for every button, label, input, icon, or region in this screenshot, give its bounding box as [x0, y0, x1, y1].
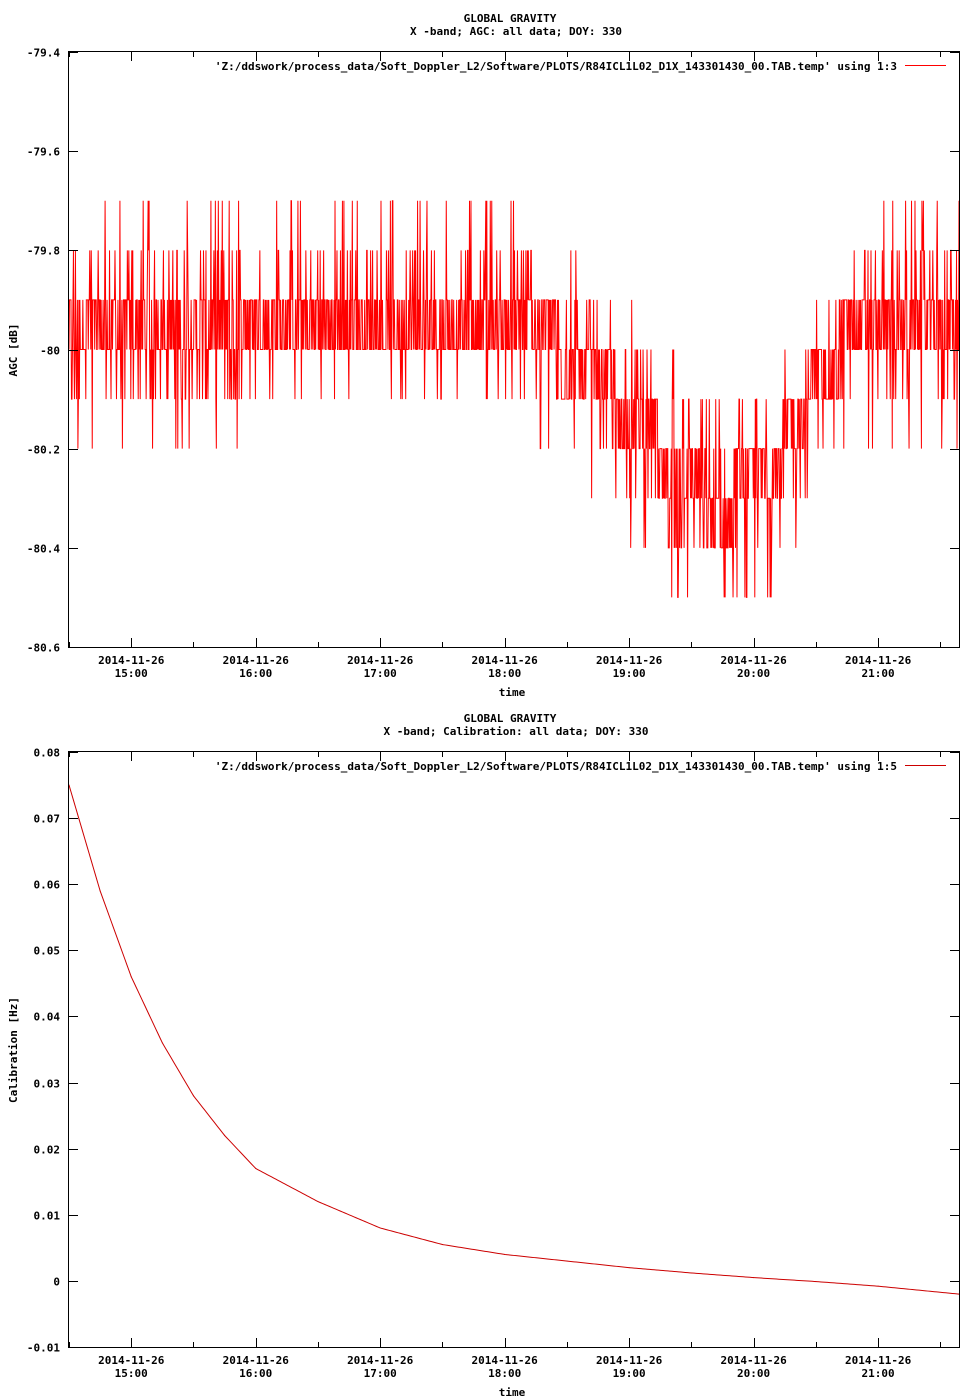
calibration-x-tick-date: 2014-11-26: [223, 1354, 290, 1367]
calibration-series-line: [68, 784, 960, 1295]
calibration-x-tick-date: 2014-11-26: [845, 1354, 912, 1367]
calibration-x-tick-date: 2014-11-26: [347, 1354, 414, 1367]
calibration-y-tick-label: 0.04: [34, 1011, 61, 1024]
calibration-data-point: [379, 1227, 381, 1229]
calibration-x-tick-time: 17:00: [364, 1367, 397, 1380]
calibration-y-axis-label: Calibration [Hz]: [7, 997, 20, 1103]
agc-y-tick-label: -80: [40, 345, 60, 358]
agc-y-tick-label: -80.2: [27, 444, 60, 457]
calibration-data-point: [192, 1095, 194, 1097]
calibration-data-point: [317, 1201, 319, 1203]
agc-y-tick-label: -80.4: [27, 543, 60, 556]
agc-x-tick-time: 18:00: [488, 667, 521, 680]
agc-y-tick-label: -80.6: [27, 642, 60, 655]
agc-y-axis: -79.4 -79.6 -79.8 -80 -80.2 -80.4 -80.6: [27, 47, 959, 655]
calibration-data-point: [441, 1244, 443, 1246]
agc-x-axis: 2014-11-2615:002014-11-2616:002014-11-26…: [69, 52, 941, 680]
agc-chart-subtitle: X -band; AGC: all data; DOY: 330: [410, 25, 622, 38]
agc-y-tick-label: -79.8: [27, 245, 60, 258]
calibration-series-group: [68, 784, 960, 1295]
agc-x-tick-date: 2014-11-26: [720, 654, 787, 667]
calibration-x-tick-date: 2014-11-26: [472, 1354, 539, 1367]
calibration-x-tick-time: 19:00: [613, 1367, 646, 1380]
agc-x-tick-time: 19:00: [613, 667, 646, 680]
agc-x-tick-time: 15:00: [115, 667, 148, 680]
calibration-x-tick-time: 16:00: [239, 1367, 272, 1380]
agc-y-axis-label: AGC [dB]: [7, 324, 20, 377]
calibration-chart-subtitle: X -band; Calibration: all data; DOY: 330: [384, 725, 649, 738]
calibration-data-point: [161, 1042, 163, 1044]
agc-series-group: [68, 200, 960, 598]
calibration-data-point: [877, 1285, 879, 1287]
agc-x-tick-date: 2014-11-26: [845, 654, 912, 667]
calibration-chart: GLOBAL GRAVITY X -band; Calibration: all…: [7, 712, 960, 1399]
calibration-x-axis: 2014-11-2615:002014-11-2616:002014-11-26…: [69, 752, 941, 1380]
calibration-data-point: [224, 1134, 226, 1136]
calibration-data-point: [130, 976, 132, 978]
calibration-x-tick-time: 15:00: [115, 1367, 148, 1380]
calibration-y-tick-label: 0.03: [34, 1078, 61, 1091]
agc-plot-frame: [68, 51, 960, 648]
calibration-y-tick-label: -0.01: [27, 1342, 60, 1355]
calibration-data-point: [99, 890, 101, 892]
calibration-data-point: [255, 1168, 257, 1169]
calibration-y-tick-label: 0.06: [34, 879, 61, 892]
calibration-y-tick-label: 0.05: [34, 945, 61, 958]
agc-x-tick-date: 2014-11-26: [596, 654, 663, 667]
agc-x-axis-label: time: [499, 686, 526, 699]
calibration-chart-title: GLOBAL GRAVITY: [464, 712, 557, 725]
calibration-y-tick-label: 0: [53, 1276, 60, 1289]
agc-x-tick-date: 2014-11-26: [223, 654, 290, 667]
calibration-x-tick-time: 20:00: [737, 1367, 770, 1380]
agc-x-tick-time: 20:00: [737, 667, 770, 680]
agc-x-tick-time: 16:00: [239, 667, 272, 680]
calibration-x-tick-date: 2014-11-26: [98, 1354, 165, 1367]
calibration-legend-label: 'Z:/ddswork/process_data/Soft_Doppler_L2…: [215, 760, 897, 773]
calibration-data-point: [753, 1277, 755, 1279]
calibration-data-point: [815, 1281, 817, 1283]
calibration-x-axis-label: time: [499, 1386, 526, 1399]
calibration-y-tick-label: 0.07: [34, 813, 61, 826]
agc-legend-label: 'Z:/ddswork/process_data/Soft_Doppler_L2…: [215, 60, 897, 73]
calibration-data-point: [504, 1253, 506, 1255]
calibration-x-tick-date: 2014-11-26: [720, 1354, 787, 1367]
agc-chart-title: GLOBAL GRAVITY: [464, 12, 557, 25]
calibration-x-tick-time: 18:00: [488, 1367, 521, 1380]
calibration-plot-frame: [68, 751, 960, 1348]
calibration-y-tick-label: 0.02: [34, 1144, 61, 1157]
agc-x-tick-time: 21:00: [862, 667, 895, 680]
calibration-data-point: [628, 1267, 630, 1269]
agc-series-line: [68, 200, 960, 598]
calibration-y-axis: 0.08 0.07 0.06 0.05 0.04 0.03 0.02 0.01 0 -0.01: [27, 747, 959, 1355]
agc-x-tick-date: 2014-11-26: [98, 654, 165, 667]
agc-x-tick-time: 17:00: [364, 667, 397, 680]
agc-chart: GLOBAL GRAVITY X -band; AGC: all data; D…: [7, 12, 960, 699]
calibration-x-tick-date: 2014-11-26: [596, 1354, 663, 1367]
agc-x-tick-date: 2014-11-26: [347, 654, 414, 667]
calibration-y-tick-label: 0.01: [34, 1210, 61, 1223]
calibration-data-point: [690, 1272, 692, 1274]
agc-x-tick-date: 2014-11-26: [472, 654, 539, 667]
calibration-x-tick-time: 21:00: [862, 1367, 895, 1380]
calibration-y-tick-label: 0.08: [34, 747, 61, 760]
agc-y-tick-label: -79.6: [27, 146, 60, 159]
calibration-data-point: [566, 1260, 568, 1262]
agc-y-tick-label: -79.4: [27, 47, 60, 60]
